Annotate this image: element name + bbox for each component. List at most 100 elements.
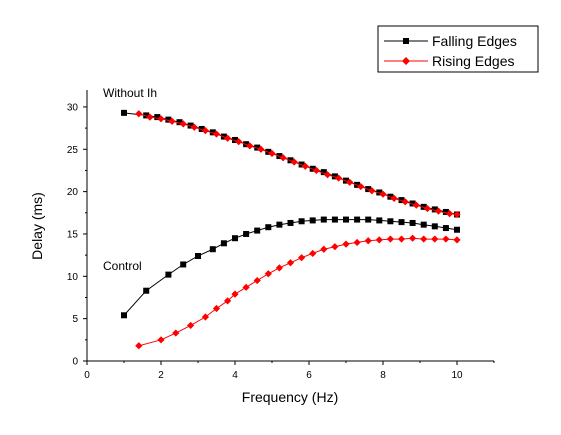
- data-point: [224, 297, 232, 305]
- data-point: [165, 116, 172, 123]
- legend-falling-label: Falling Edges: [432, 33, 517, 49]
- data-point: [398, 219, 405, 226]
- data-point: [343, 216, 349, 223]
- data-point: [390, 194, 398, 202]
- data-point: [331, 216, 338, 223]
- data-point: [254, 227, 261, 234]
- series-line-without_ih_rising: [138, 113, 458, 215]
- data-point: [212, 130, 221, 138]
- data-point: [420, 203, 427, 210]
- data-point: [209, 129, 216, 136]
- data-point: [201, 127, 209, 135]
- data-point: [335, 174, 343, 182]
- data-point: [143, 112, 150, 119]
- x-tick-label: 6: [306, 370, 312, 381]
- x-tick-label: 10: [451, 370, 463, 381]
- data-point: [298, 254, 306, 262]
- data-point: [275, 264, 283, 272]
- data-point: [331, 173, 338, 180]
- axes: [86, 90, 494, 362]
- data-point: [187, 122, 194, 129]
- data-point: [386, 235, 394, 243]
- legend-falling-marker: [403, 38, 409, 44]
- x-tick-label: 8: [380, 370, 386, 381]
- series-without_ih_falling: [121, 109, 460, 218]
- data-point: [253, 276, 261, 285]
- data-point: [375, 236, 383, 244]
- legend: Falling Edges Rising Edges: [377, 25, 539, 73]
- data-point: [287, 219, 294, 226]
- data-point: [309, 217, 316, 224]
- data-point: [312, 166, 320, 175]
- data-point: [309, 249, 317, 258]
- data-point: [346, 178, 354, 186]
- data-point: [286, 259, 295, 267]
- y-tick-label: 0: [72, 357, 78, 368]
- series-without_ih_rising: [135, 110, 461, 219]
- data-point: [246, 142, 254, 150]
- data-point: [431, 206, 438, 213]
- data-point: [446, 210, 454, 218]
- data-point: [320, 169, 327, 176]
- data-point: [165, 271, 172, 278]
- data-point: [232, 136, 238, 143]
- data-point: [201, 313, 209, 321]
- data-point: [157, 115, 165, 123]
- data-point: [342, 240, 350, 248]
- data-point: [268, 149, 276, 158]
- data-point: [257, 145, 265, 153]
- data-point: [364, 237, 372, 245]
- data-point: [180, 261, 187, 268]
- y-tick-label: 20: [67, 187, 79, 198]
- y-tick-label: 10: [67, 272, 79, 283]
- data-point: [442, 235, 450, 243]
- data-point: [323, 171, 332, 179]
- data-point: [376, 217, 383, 224]
- data-point: [135, 342, 143, 350]
- data-point: [354, 216, 361, 223]
- data-point: [409, 219, 416, 226]
- data-point: [157, 336, 165, 344]
- data-point: [353, 238, 361, 247]
- data-point: [143, 287, 150, 294]
- data-point: [453, 236, 461, 244]
- data-point: [279, 154, 287, 162]
- data-point: [220, 240, 227, 247]
- data-point: [195, 252, 201, 259]
- data-point: [442, 225, 449, 232]
- data-point: [368, 187, 376, 195]
- annotation-without-ih: Without Ih: [103, 86, 157, 100]
- series-layer: [121, 109, 461, 350]
- data-point: [198, 125, 205, 132]
- x-ticks: 0 2 4 6 8 10: [84, 361, 495, 381]
- data-point: [454, 226, 460, 233]
- data-point: [431, 235, 439, 243]
- data-point: [442, 208, 449, 215]
- series-control_falling: [121, 216, 460, 319]
- x-tick-label: 2: [158, 370, 164, 381]
- data-point: [179, 120, 187, 128]
- series-line-without_ih_falling: [123, 112, 458, 215]
- data-point: [176, 119, 183, 126]
- data-point: [376, 189, 383, 196]
- data-point: [121, 109, 127, 116]
- legend-rising-marker: [402, 57, 410, 65]
- data-point: [412, 201, 420, 209]
- data-point: [420, 221, 427, 228]
- data-point: [298, 218, 305, 225]
- x-axis-title: Frequency (Hz): [242, 389, 338, 405]
- data-point: [301, 162, 309, 170]
- data-point: [398, 197, 405, 204]
- data-point: [224, 134, 232, 142]
- series-line-control_falling: [123, 219, 458, 316]
- y-axis-title: Delay (ms): [29, 192, 45, 260]
- data-point: [409, 200, 416, 207]
- data-point: [209, 246, 216, 253]
- y-tick-label: 5: [72, 314, 78, 325]
- data-point: [146, 113, 154, 121]
- data-point: [154, 114, 161, 121]
- data-point: [409, 234, 417, 242]
- y-ticks: 0 5 10 15 20 25 30: [67, 102, 87, 368]
- data-point: [431, 223, 438, 230]
- data-point: [320, 216, 327, 223]
